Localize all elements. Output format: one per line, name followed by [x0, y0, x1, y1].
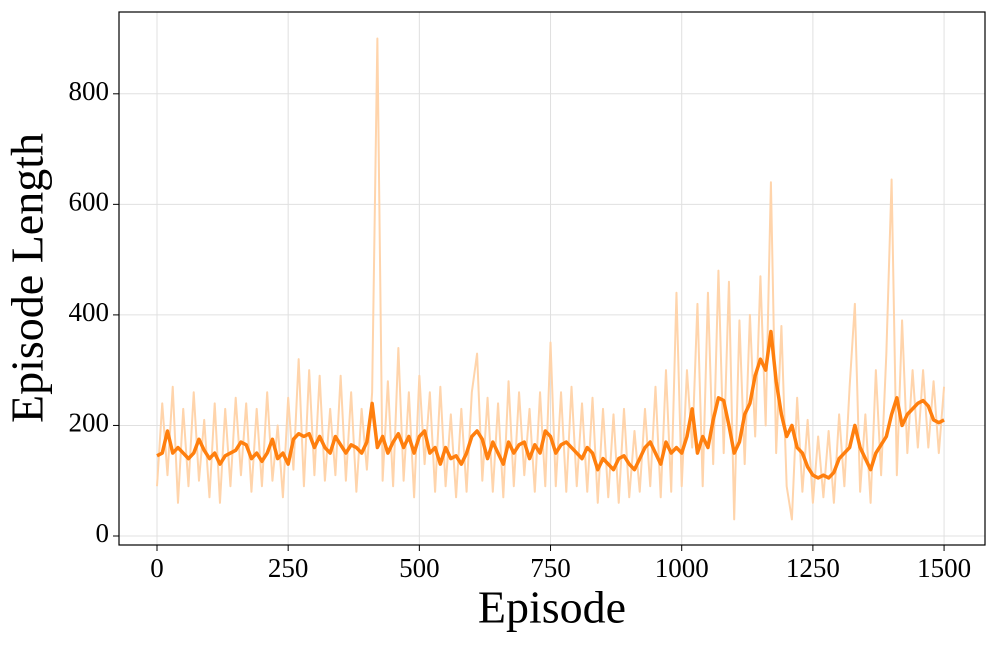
- y-tick-label: 800: [69, 76, 110, 106]
- y-tick-label: 0: [96, 518, 110, 548]
- series-line: [156, 329, 945, 480]
- x-tick-label: 0: [150, 553, 164, 583]
- x-axis-label: Episode: [478, 582, 626, 633]
- plot-frame: [118, 11, 986, 546]
- series-line: [155, 37, 946, 521]
- y-tick-label: 200: [69, 408, 110, 438]
- x-tick-label: 500: [399, 553, 440, 583]
- x-tick-label: 750: [530, 553, 571, 583]
- x-tick-label: 1000: [655, 553, 709, 583]
- x-tick-label: 1250: [786, 553, 840, 583]
- x-tick-label: 250: [268, 553, 309, 583]
- y-axis-label: Episode Length: [2, 133, 53, 423]
- x-tick-label: 1500: [917, 553, 971, 583]
- y-tick-label: 400: [69, 297, 110, 327]
- y-tick-label: 600: [69, 187, 110, 217]
